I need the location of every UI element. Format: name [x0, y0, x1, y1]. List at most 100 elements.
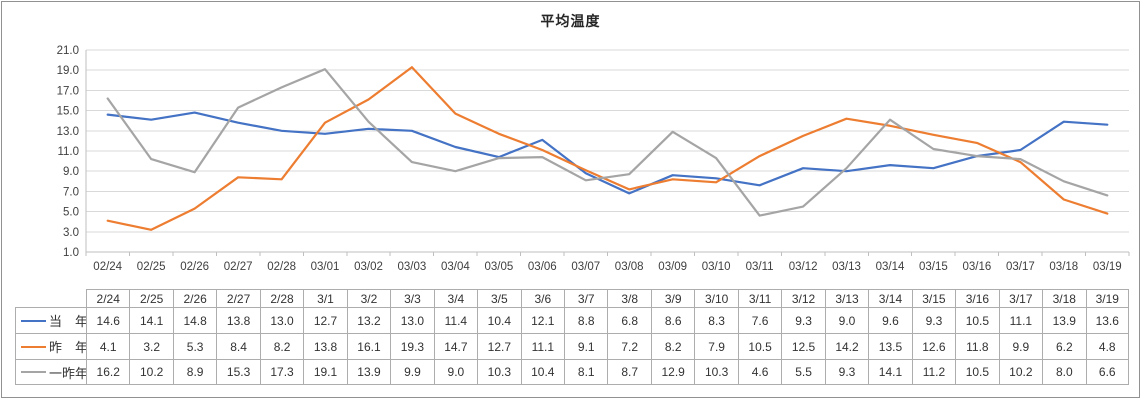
table-value-cell: 5.5 — [781, 359, 825, 385]
chart-title: 平均温度 — [540, 13, 601, 29]
table-value-cell: 14.1 — [129, 307, 173, 333]
table-value-cell: 11.1 — [520, 333, 565, 359]
table-value-cell: 8.2 — [259, 333, 304, 359]
y-gridlines — [86, 49, 1129, 253]
table-value-cell: 12.9 — [650, 359, 695, 385]
svg-text:3.0: 3.0 — [63, 227, 79, 239]
table-value-cell: 8.4 — [216, 333, 260, 359]
table-header-cell: 3/15 — [911, 289, 956, 307]
svg-text:03/19: 03/19 — [1093, 261, 1122, 273]
table-value-cell: 11.1 — [998, 307, 1043, 333]
table-header-cell: 3/4 — [433, 289, 478, 307]
table-value-cell: 5.3 — [172, 333, 217, 359]
table-value-cell: 12.1 — [520, 307, 565, 333]
table-value-cell: 14.6 — [86, 307, 130, 333]
table-value-cell: 4.1 — [86, 333, 130, 359]
series-line-2 — [106, 68, 1109, 217]
table-value-cell: 6.8 — [607, 307, 651, 333]
table-value-cell: 9.3 — [911, 307, 956, 333]
table-value-cell: 9.3 — [781, 307, 825, 333]
table-value-cell: 7.2 — [607, 333, 651, 359]
svg-text:03/17: 03/17 — [1006, 261, 1035, 273]
table-value-cell: 10.5 — [955, 307, 999, 333]
svg-text:02/24: 02/24 — [93, 261, 122, 273]
series-line-0 — [106, 111, 1109, 195]
table-value-cell: 19.3 — [390, 333, 434, 359]
svg-text:03/06: 03/06 — [528, 261, 557, 273]
svg-text:03/02: 03/02 — [354, 261, 383, 273]
table-value-cell: 11.2 — [911, 359, 956, 385]
table-header-cell: 2/26 — [172, 289, 217, 307]
table-value-cell: 13.0 — [390, 307, 434, 333]
table-value-cell: 6.6 — [1085, 359, 1129, 385]
series-line-1 — [106, 66, 1109, 231]
svg-text:11.0: 11.0 — [57, 146, 79, 158]
svg-text:03/12: 03/12 — [789, 261, 818, 273]
table-value-cell: 8.6 — [650, 307, 695, 333]
table-header-cell: 3/1 — [303, 289, 347, 307]
table-header-cell: 2/24 — [86, 289, 130, 307]
table-header-cell: 3/16 — [955, 289, 999, 307]
table-value-cell: 9.9 — [390, 359, 434, 385]
svg-text:21.0: 21.0 — [57, 45, 79, 57]
table-value-cell: 13.5 — [868, 333, 912, 359]
table-header-cell: 3/7 — [564, 289, 608, 307]
table-value-cell: 10.4 — [477, 307, 521, 333]
svg-text:1.0: 1.0 — [63, 247, 79, 259]
table-value-cell: 7.6 — [737, 307, 782, 333]
table-value-cell: 10.3 — [694, 359, 738, 385]
table-value-cell: 12.6 — [911, 333, 956, 359]
svg-text:03/04: 03/04 — [441, 261, 470, 273]
svg-text:03/18: 03/18 — [1049, 261, 1078, 273]
series-label: 当 年 — [49, 314, 86, 329]
table-value-cell: 9.9 — [998, 333, 1043, 359]
svg-text:7.0: 7.0 — [63, 186, 79, 198]
table-header-cell: 2/27 — [216, 289, 260, 307]
y-axis-tick-labels: 21.0 19.0 17.0 15.0 13.0 11.0 9.0 7.0 5.0 3.0 1.0 — [57, 45, 79, 259]
table-value-cell: 8.7 — [607, 359, 651, 385]
legend-line-icon — [21, 319, 46, 322]
table-value-cell: 10.2 — [129, 359, 173, 385]
table-value-cell: 10.3 — [477, 359, 521, 385]
axis-lines — [85, 50, 1130, 256]
svg-text:03/14: 03/14 — [876, 261, 905, 273]
table-value-cell: 14.2 — [824, 333, 869, 359]
table-header-cell: 3/6 — [520, 289, 565, 307]
table-value-cell: 10.2 — [998, 359, 1043, 385]
chart-data-table: 2/24 2/25 2/26 2/27 2/28 3/1 3/2 3/3 3/4 3/5 3/6 3/… — [15, 289, 1129, 385]
table-header-cell: 3/9 — [650, 289, 695, 307]
table-value-cell: 19.1 — [303, 359, 347, 385]
svg-text:03/15: 03/15 — [919, 261, 948, 273]
table-value-cell: 9.1 — [564, 333, 608, 359]
table-value-cell: 16.1 — [346, 333, 391, 359]
svg-text:03/01: 03/01 — [311, 261, 340, 273]
svg-text:03/10: 03/10 — [702, 261, 731, 273]
table-value-cell: 4.6 — [737, 359, 782, 385]
svg-text:02/28: 02/28 — [267, 261, 296, 273]
table-value-cell: 7.9 — [694, 333, 738, 359]
line-chart-plot-area: 21.0 19.0 17.0 15.0 13.0 11.0 9.0 7.0 5.0 3.0 1.0 0… — [57, 45, 1130, 273]
table-value-cell: 12.5 — [781, 333, 825, 359]
svg-text:02/26: 02/26 — [180, 261, 209, 273]
table-value-cell: 13.9 — [346, 359, 391, 385]
table-value-cell: 10.5 — [737, 333, 782, 359]
table-header-cell: 3/14 — [868, 289, 912, 307]
table-value-cell: 12.7 — [477, 333, 521, 359]
table-header-cell: 3/12 — [781, 289, 825, 307]
svg-text:03/08: 03/08 — [615, 261, 644, 273]
series-legend-cell: 当 年 — [15, 307, 86, 333]
table-value-cell: 9.0 — [824, 307, 869, 333]
legend-line-icon — [21, 371, 46, 373]
table-value-cell: 13.2 — [346, 307, 391, 333]
table-value-cell: 13.8 — [216, 307, 260, 333]
svg-text:03/11: 03/11 — [746, 261, 774, 273]
table-value-cell: 9.0 — [433, 359, 478, 385]
svg-text:03/16: 03/16 — [963, 261, 992, 273]
table-value-cell: 14.8 — [172, 307, 217, 333]
table-value-cell: 3.2 — [129, 333, 173, 359]
table-value-cell: 8.0 — [1042, 359, 1086, 385]
series-label: 一昨年 — [49, 365, 86, 381]
table-value-cell: 9.6 — [868, 307, 912, 333]
table-header-cell: 3/19 — [1085, 289, 1129, 307]
